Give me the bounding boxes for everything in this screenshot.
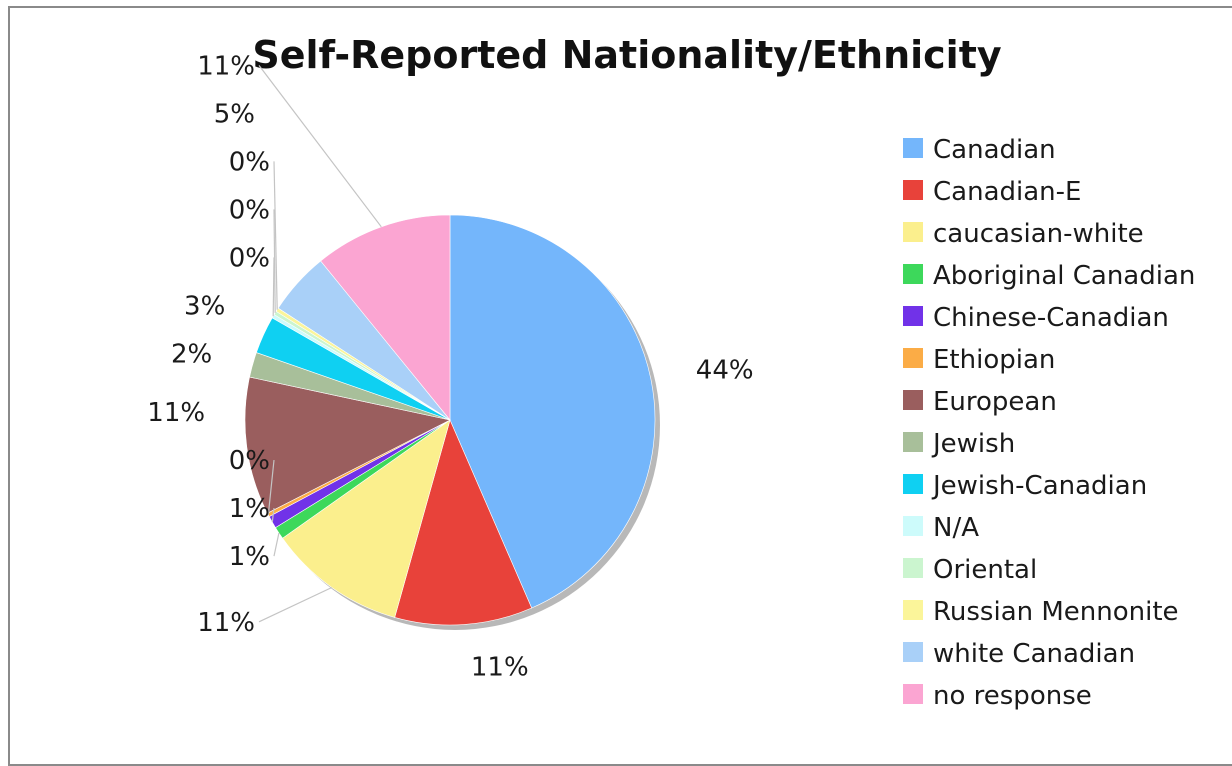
legend-item-ethiopian: Ethiopian: [903, 345, 1055, 375]
slice-label-jewish-canadian: 3%: [184, 291, 225, 321]
slice-label-white-canadian: 5%: [214, 99, 255, 129]
leader-line-chinese-canadian: [271, 508, 275, 523]
legend-item-aboriginal-canadian: Aboriginal Canadian: [903, 261, 1195, 291]
legend-label: Chinese-Canadian: [933, 303, 1169, 333]
leader-line-n-a: [272, 257, 275, 317]
pie-slice-no-response: [320, 214, 451, 421]
legend-swatch: [903, 222, 923, 242]
pie-chart: Self-Reported Nationality/Ethnicity 44% 1…: [147, 33, 1195, 711]
legend-label: Canadian-E: [933, 177, 1081, 207]
slice-labels: 44%11%11%1%1%0%11%2%3%0%0%0%5%11%: [147, 51, 753, 682]
legend-swatch: [903, 306, 923, 326]
legend-swatch: [903, 684, 923, 704]
pie-slices: [244, 214, 656, 626]
legend-item-jewish-canadian: Jewish-Canadian: [903, 471, 1147, 501]
legend-label: Oriental: [933, 555, 1037, 585]
slice-label-european: 11%: [147, 398, 205, 428]
legend-item-white-canadian: white Canadian: [903, 639, 1135, 669]
legend-label: Jewish: [931, 429, 1015, 459]
legend-swatch: [903, 474, 923, 494]
chart-title: Self-Reported Nationality/Ethnicity: [252, 33, 1002, 77]
legend-label: white Canadian: [933, 639, 1135, 669]
slice-label-russian-mennonite: 0%: [229, 147, 270, 177]
leader-line-caucasian-white: [258, 586, 333, 623]
legend-swatch: [903, 138, 923, 158]
leader-line-russian-mennonite: [273, 161, 278, 310]
legend-swatch: [903, 432, 923, 452]
legend-label: Russian Mennonite: [933, 597, 1179, 627]
leader-line-no-response: [258, 65, 382, 228]
leader-line-aboriginal-canadian: [273, 532, 280, 557]
pie-slice-european: [244, 376, 451, 514]
pie-slice-canadian: [449, 214, 656, 609]
slice-label-aboriginal-canadian: 1%: [229, 542, 270, 572]
slice-label-no-response: 11%: [197, 51, 255, 81]
legend-item-no-response: no response: [903, 681, 1092, 711]
legend-swatch: [903, 516, 923, 536]
legend-item-canadian: Canadian: [903, 135, 1056, 165]
legend-swatch: [903, 264, 923, 284]
legend-label: caucasian-white: [933, 219, 1144, 249]
slice-label-oriental: 0%: [229, 195, 270, 225]
leader-line-oriental: [273, 209, 276, 313]
legend-item-n-a: N/A: [903, 513, 979, 543]
legend-label: N/A: [933, 513, 979, 543]
legend-swatch: [903, 348, 923, 368]
legend-label: Canadian: [933, 135, 1056, 165]
legend-swatch: [903, 642, 923, 662]
legend-label: Ethiopian: [933, 345, 1055, 375]
legend-swatch: [903, 390, 923, 410]
slice-label-caucasian-white: 11%: [197, 608, 255, 638]
legend-label: Aboriginal Canadian: [933, 261, 1195, 291]
legend-label: Jewish-Canadian: [931, 471, 1147, 501]
legend-item-jewish: Jewish: [903, 429, 1015, 459]
slice-label-ethiopian: 0%: [229, 446, 270, 476]
legend-swatch: [903, 600, 923, 620]
legend-swatch: [903, 180, 923, 200]
legend-swatch: [903, 558, 923, 578]
slice-label-n-a: 0%: [229, 243, 270, 273]
legend: Canadian Canadian-E caucasian-white Aborigi…: [903, 135, 1195, 711]
pie-slice-canadian-e: [394, 419, 533, 626]
leader-line-ethiopian: [267, 460, 275, 515]
legend-item-chinese-canadian: Chinese-Canadian: [903, 303, 1169, 333]
legend-item-oriental: Oriental: [903, 555, 1037, 585]
legend-item-caucasian-white: caucasian-white: [903, 219, 1144, 249]
slice-label-chinese-canadian: 1%: [229, 494, 270, 524]
legend-item-canadian-e: Canadian-E: [903, 177, 1081, 207]
slice-label-canadian: 44%: [696, 356, 754, 386]
legend-item-european: European: [903, 387, 1057, 417]
legend-item-russian-mennonite: Russian Mennonite: [903, 597, 1179, 627]
legend-label: European: [933, 387, 1057, 417]
legend-label: no response: [933, 681, 1092, 711]
slice-label-jewish: 2%: [171, 339, 212, 369]
slice-label-canadian-e: 11%: [471, 652, 529, 682]
leader-lines: [258, 65, 382, 623]
